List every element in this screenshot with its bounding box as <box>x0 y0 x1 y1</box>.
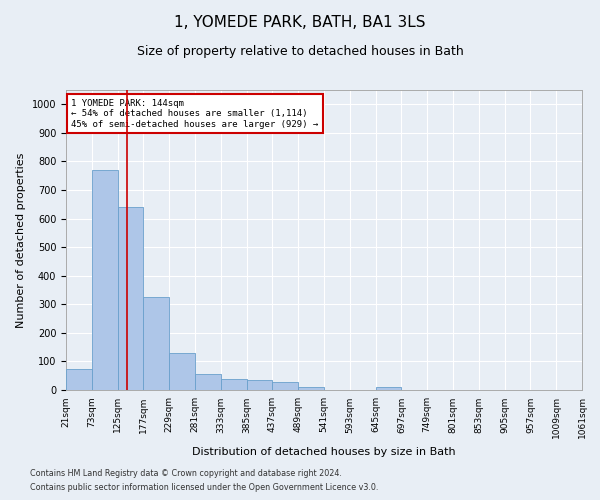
Text: Size of property relative to detached houses in Bath: Size of property relative to detached ho… <box>137 45 463 58</box>
Bar <box>195 374 221 390</box>
Bar <box>118 207 143 390</box>
Bar <box>376 386 401 390</box>
Bar <box>221 378 247 390</box>
Bar <box>298 387 324 390</box>
Text: 1, YOMEDE PARK, BATH, BA1 3LS: 1, YOMEDE PARK, BATH, BA1 3LS <box>174 15 426 30</box>
Y-axis label: Number of detached properties: Number of detached properties <box>16 152 26 328</box>
Text: Contains HM Land Registry data © Crown copyright and database right 2024.: Contains HM Land Registry data © Crown c… <box>30 468 342 477</box>
Bar <box>66 368 92 390</box>
Bar <box>247 380 272 390</box>
X-axis label: Distribution of detached houses by size in Bath: Distribution of detached houses by size … <box>192 446 456 456</box>
Bar <box>272 382 298 390</box>
Bar <box>143 297 169 390</box>
Bar <box>92 170 118 390</box>
Text: Contains public sector information licensed under the Open Government Licence v3: Contains public sector information licen… <box>30 484 379 492</box>
Text: 1 YOMEDE PARK: 144sqm
← 54% of detached houses are smaller (1,114)
45% of semi-d: 1 YOMEDE PARK: 144sqm ← 54% of detached … <box>71 99 319 129</box>
Bar <box>169 353 195 390</box>
